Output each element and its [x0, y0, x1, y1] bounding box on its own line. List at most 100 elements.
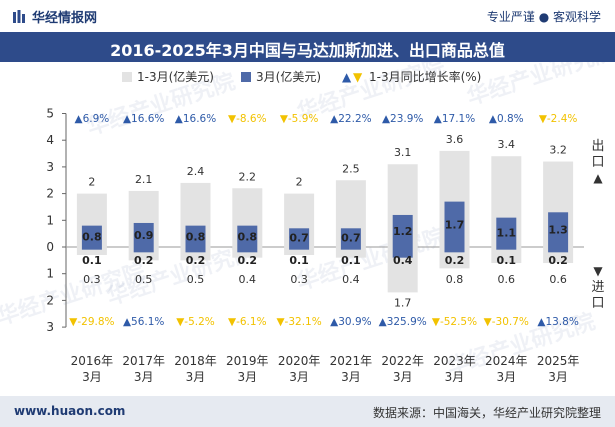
- bar-export-monthly: [289, 228, 310, 247]
- growth-label-export: ▲16.6%: [175, 113, 216, 125]
- label-import-monthly: 0.1: [82, 254, 102, 267]
- growth-label-import: ▼-29.8%: [69, 316, 114, 328]
- label-export-cumulative: 3.4: [498, 138, 516, 151]
- growth-label-export: ▼-5.9%: [280, 113, 319, 125]
- bar-import-monthly: [340, 247, 361, 250]
- growth-label-import: ▲325.9%: [379, 316, 427, 328]
- label-export-monthly: 0.8: [238, 230, 258, 243]
- growth-label-import: ▼-5.2%: [176, 316, 215, 328]
- growth-label-export: ▲23.9%: [382, 113, 423, 125]
- label-export-cumulative: 2.1: [135, 173, 153, 186]
- label-import-cumulative: 0.4: [342, 273, 360, 286]
- label-import-monthly: 0.1: [289, 254, 309, 267]
- label-import-cumulative: 0.5: [187, 273, 205, 286]
- x-tick-label-month: 3月: [445, 370, 465, 384]
- x-tick-label-year: 2020年: [278, 354, 321, 368]
- label-export-monthly: 1.1: [497, 226, 517, 239]
- legend-swatch-monthly: [241, 72, 251, 82]
- label-import-monthly: 0.2: [186, 254, 206, 267]
- slogan: 专业严谨 ● 客观科学: [486, 10, 601, 24]
- label-import-cumulative: 0.6: [498, 273, 516, 286]
- brand-name: 华经情报网: [32, 11, 98, 26]
- y-tick-label-export: 0: [46, 240, 54, 254]
- label-export-cumulative: 2: [296, 176, 303, 189]
- y-tick-label-export: 3: [46, 160, 54, 174]
- label-import-cumulative: 1.7: [394, 296, 412, 309]
- legend-label-monthly: 3月(亿美元): [256, 69, 321, 84]
- x-tick-label-year: 2024年: [485, 354, 528, 368]
- x-tick-label-year: 2021年: [330, 354, 373, 368]
- label-import-cumulative: 0.3: [290, 273, 308, 286]
- x-tick-label-month: 3月: [393, 370, 413, 384]
- bar-import-monthly: [289, 247, 310, 250]
- growth-label-import: ▼-32.1%: [276, 316, 321, 328]
- y-tick-label-export: 2: [46, 187, 54, 201]
- growth-label-export: ▲22.2%: [330, 113, 371, 125]
- bar-import-monthly: [496, 247, 517, 250]
- growth-label-export: ▲6.9%: [75, 113, 110, 125]
- label-import-monthly: 0.2: [548, 254, 568, 267]
- label-export-monthly: 0.9: [134, 229, 154, 242]
- bar-import-monthly: [392, 247, 413, 258]
- watermark-text: 华经产业研究院: [294, 223, 449, 295]
- bar-import-monthly: [133, 247, 154, 253]
- label-export-cumulative: 2.2: [239, 170, 257, 183]
- footer-website[interactable]: www.huaon.com: [14, 404, 126, 418]
- growth-label-export: ▼-2.4%: [539, 113, 578, 125]
- title-bar: 2016-2025年3月中国与马达加斯加进、出口商品总值: [0, 32, 615, 62]
- label-import-cumulative: 0.8: [446, 273, 464, 286]
- label-export-cumulative: 3.2: [549, 144, 567, 157]
- x-tick-label-year: 2017年: [122, 354, 165, 368]
- legend-label-cumulative: 1-3月(亿美元): [137, 69, 214, 84]
- y-tick-label-import: 2: [46, 293, 54, 307]
- bar-import-monthly: [444, 247, 465, 253]
- label-export-cumulative: 3.6: [446, 133, 464, 146]
- import-down-arrow-icon: ▼: [593, 264, 603, 278]
- legend-swatch-cumulative: [122, 72, 132, 82]
- x-tick-label-month: 3月: [82, 370, 102, 384]
- x-tick-label-month: 3月: [341, 370, 361, 384]
- growth-label-export: ▲0.8%: [489, 113, 524, 125]
- footer-source: 数据来源：中国海关，华经产业研究院整理: [372, 406, 601, 420]
- labels: 2 0.8 0.1 0.3 ▲6.9% ▼-29.8% 2016年 3月 2.1 0.9 0.2 0.…: [69, 113, 579, 384]
- legend-up-arrow-icon: ▲: [342, 70, 352, 84]
- label-export-cumulative: 2: [88, 176, 95, 189]
- x-tick-label-month: 3月: [496, 370, 516, 384]
- x-tick-label-month: 3月: [186, 370, 206, 384]
- x-tick-label-year: 2023年: [433, 354, 476, 368]
- bar-import-monthly: [237, 247, 258, 253]
- bar-export-monthly: [81, 225, 102, 247]
- label-import-monthly: 0.2: [238, 254, 258, 267]
- export-up-arrow-icon: ▲: [593, 171, 603, 185]
- brand-logo-icon: [13, 10, 25, 23]
- growth-label-import: ▼-52.5%: [432, 316, 477, 328]
- bar-export-monthly: [548, 212, 569, 247]
- x-tick-label-year: 2025年: [537, 354, 580, 368]
- label-import-cumulative: 0.4: [239, 273, 257, 286]
- label-import-monthly: 0.1: [497, 254, 517, 267]
- label-export-monthly: 0.8: [82, 230, 102, 243]
- bar-export-monthly: [496, 217, 517, 247]
- legend-label-growth: 1-3月同比增长率(%): [369, 69, 481, 84]
- brand: 华经情报网: [12, 7, 97, 26]
- growth-label-import: ▼-30.7%: [484, 316, 529, 328]
- y-tick-label-import: 3: [46, 320, 54, 334]
- bar-export-monthly: [444, 201, 465, 247]
- bar-export-monthly: [392, 214, 413, 247]
- bar-import-monthly: [548, 247, 569, 253]
- label-export-monthly: 1.7: [445, 218, 465, 231]
- y-tick-label-import: 1: [46, 267, 54, 281]
- bar-export-monthly: [340, 228, 361, 247]
- legend-down-arrow-icon: ▼: [353, 70, 363, 84]
- label-export-cumulative: 2.4: [187, 165, 205, 178]
- x-tick-label-month: 3月: [134, 370, 154, 384]
- watermark-text: 华经产业研究院: [464, 62, 615, 111]
- growth-label-import: ▲30.9%: [330, 316, 371, 328]
- x-tick-label-month: 3月: [237, 370, 257, 384]
- label-import-cumulative: 0.6: [549, 273, 567, 286]
- growth-label-export: ▲16.6%: [123, 113, 164, 125]
- side-label-import-char: 口: [591, 296, 604, 311]
- x-tick-label-year: 2016年: [71, 354, 114, 368]
- growth-label-import: ▼-6.1%: [228, 316, 267, 328]
- growth-label-import: ▲13.8%: [537, 316, 578, 328]
